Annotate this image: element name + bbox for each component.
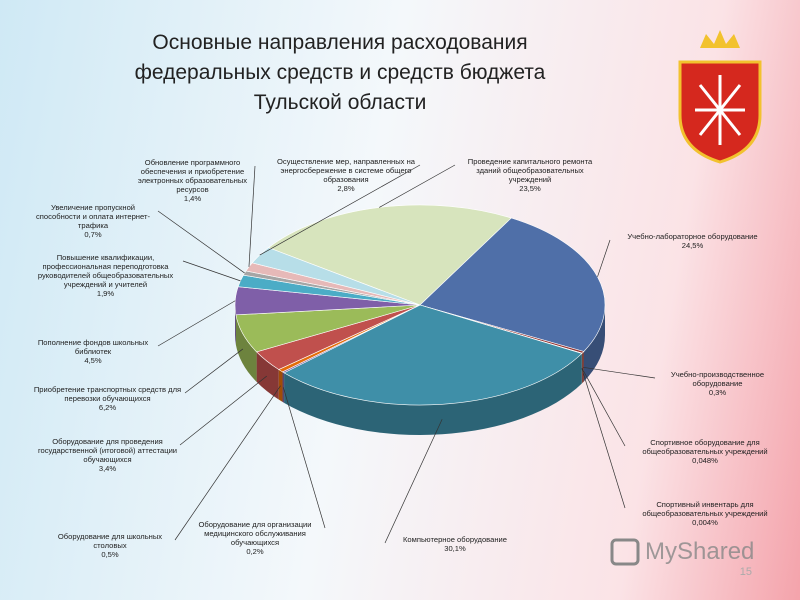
slice-label: Увеличение пропускной способности и опла… bbox=[28, 203, 158, 239]
slice bbox=[267, 204, 512, 306]
slice-label: Повышение квалификации, профессиональная… bbox=[28, 253, 183, 298]
chart-title: Основные направления расходования федера… bbox=[134, 31, 546, 114]
leader-line bbox=[597, 239, 611, 277]
leader-line bbox=[157, 210, 245, 274]
slice-label: Обновление программного обеспечения и пр… bbox=[130, 158, 255, 203]
slice-side bbox=[235, 314, 257, 382]
sides bbox=[235, 305, 605, 436]
leader-line bbox=[581, 368, 626, 447]
leader-line bbox=[248, 165, 256, 267]
value-label: 0,004% bbox=[692, 518, 718, 527]
leader-line bbox=[182, 260, 241, 282]
value-label: 3,4% bbox=[98, 464, 117, 473]
value-label: 0,048% bbox=[692, 456, 718, 465]
watermark-icon bbox=[610, 538, 640, 566]
slice-label: Спортивное оборудование для общеобразова… bbox=[625, 438, 785, 465]
value-label: 4,5% bbox=[84, 356, 102, 365]
value-label: 0,3% bbox=[708, 388, 727, 397]
value-label: 0,7% bbox=[84, 230, 102, 239]
value-label: 23,5% bbox=[519, 184, 541, 193]
slice-side bbox=[278, 369, 283, 402]
leader-line bbox=[582, 366, 656, 379]
category-label: Оборудование для организации медицинског… bbox=[198, 520, 312, 547]
category-label: Приобретение транспортных средств для пе… bbox=[33, 385, 182, 403]
slice-label: Компьютерное оборудование 30,1% bbox=[385, 535, 525, 553]
category-label: Осуществление мер, направленных на энерг… bbox=[277, 157, 415, 184]
slice-side bbox=[583, 305, 605, 382]
slice-side bbox=[582, 351, 584, 384]
coat-of-arms bbox=[678, 30, 762, 164]
slice-label: Оборудование для школьных столовых 0,5% bbox=[45, 532, 175, 559]
value-label: 1,4% bbox=[183, 194, 202, 203]
value-label: 6,2% bbox=[98, 403, 117, 412]
value-label: 0,2% bbox=[246, 547, 264, 556]
value-label: 24,5% bbox=[681, 241, 704, 250]
slide-number: 15 bbox=[739, 566, 752, 578]
value-label: 1,9% bbox=[96, 289, 115, 298]
slice-label: Оборудование для организации медицинског… bbox=[185, 520, 325, 556]
slice-label: Учебно-производственное оборудование 0,3% bbox=[655, 370, 780, 397]
leaders bbox=[157, 164, 656, 544]
slice-side bbox=[282, 371, 285, 403]
slice-side bbox=[284, 353, 582, 436]
category-label: Проведение капитального ремонта зданий о… bbox=[467, 157, 593, 184]
leader-line bbox=[259, 164, 421, 256]
slice-label: Оборудование для проведения государствен… bbox=[35, 437, 180, 473]
value-label: 2,8% bbox=[337, 184, 355, 193]
slice-label: Осуществление мер, направленных на энерг… bbox=[272, 157, 420, 193]
slice-label: Спортивный инвентарь для общеобразовател… bbox=[625, 500, 785, 527]
category-label: Оборудование для проведения государствен… bbox=[37, 437, 178, 464]
category-label: Пополнение фондов школьных библиотек bbox=[37, 338, 149, 356]
leader-line bbox=[384, 419, 443, 544]
category-label: Обновление программного обеспечения и пр… bbox=[137, 158, 248, 194]
category-label: Учебно-лабораторное оборудование bbox=[627, 232, 758, 241]
leader-line bbox=[184, 348, 244, 394]
category-label: Оборудование для школьных столовых bbox=[57, 532, 163, 550]
leader-line bbox=[179, 375, 267, 446]
watermark: MyShared bbox=[645, 538, 755, 565]
leader-line bbox=[157, 300, 236, 347]
leader-line bbox=[282, 387, 326, 529]
slice-label: Приобретение транспортных средств для пе… bbox=[30, 385, 185, 412]
category-label: Спортивный инвентарь для общеобразовател… bbox=[642, 500, 768, 518]
category-label: Учебно-производственное оборудование bbox=[670, 370, 765, 388]
category-label: Компьютерное оборудование bbox=[402, 535, 508, 544]
tops bbox=[234, 204, 606, 406]
slice-side bbox=[256, 351, 279, 400]
slice-label: Проведение капитального ремонта зданий о… bbox=[455, 157, 605, 193]
category-label: Увеличение пропускной способности и опла… bbox=[36, 203, 150, 230]
slice-label: Учебно-лабораторное оборудование 24,5% bbox=[610, 232, 775, 250]
value-label: 0,5% bbox=[101, 550, 119, 559]
leader-line bbox=[379, 164, 456, 208]
category-label: Повышение квалификации, профессиональная… bbox=[37, 253, 174, 289]
slice bbox=[283, 304, 583, 406]
slice-label: Пополнение фондов школьных библиотек 4,5% bbox=[28, 338, 158, 365]
leader-line bbox=[581, 368, 626, 509]
value-label: 30,1% bbox=[444, 544, 466, 553]
leader-line bbox=[174, 385, 281, 541]
category-label: Спортивное оборудование для общеобразова… bbox=[642, 438, 768, 456]
